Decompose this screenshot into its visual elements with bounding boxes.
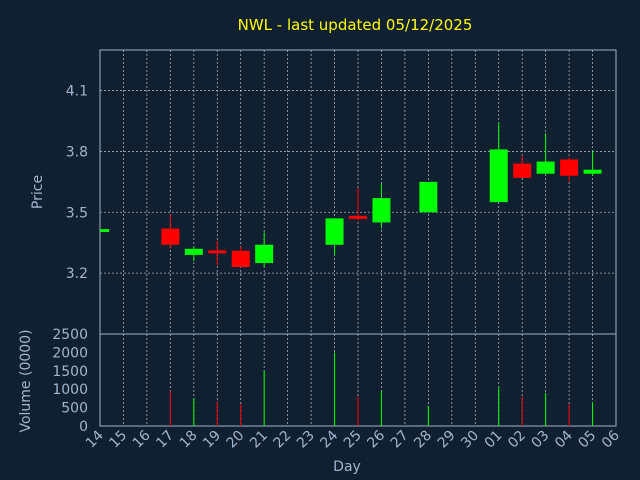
- x-tick-label: 19: [200, 428, 224, 452]
- x-tick-label: 27: [388, 428, 412, 452]
- candle-body: [513, 163, 532, 178]
- x-axis-label: Day: [333, 459, 361, 475]
- x-tick-label: 01: [482, 428, 506, 452]
- candle-body: [349, 215, 367, 219]
- candle-body: [489, 149, 508, 203]
- price-tick-label: 3.5: [66, 205, 88, 221]
- candle-body: [560, 159, 579, 176]
- candle-body: [231, 250, 250, 268]
- x-tick-label: 29: [435, 428, 459, 452]
- candle-body: [536, 161, 555, 174]
- candle-body: [161, 228, 180, 245]
- price-tick-label: 3.8: [66, 144, 88, 160]
- price-axis-label: Price: [30, 175, 46, 209]
- x-tick-label: 28: [411, 428, 435, 452]
- volume-tick-label: 1500: [52, 364, 88, 380]
- volume-axis-label: Volume (0000): [18, 329, 34, 432]
- candle-body: [255, 244, 274, 263]
- candle-body: [184, 248, 203, 255]
- candle-body: [100, 229, 109, 233]
- x-tick-label: 20: [224, 428, 248, 452]
- x-tick-label: 26: [364, 427, 388, 451]
- x-tick-label: 24: [317, 427, 341, 451]
- price-panel: 3.2 3.5 3.8 4.1: [66, 49, 617, 335]
- x-tick-label: 03: [529, 428, 553, 452]
- volume-tick-label: 0: [79, 419, 88, 435]
- candle-body: [583, 169, 602, 174]
- volume-tick-label: 500: [61, 401, 88, 417]
- candle-body: [372, 198, 391, 223]
- price-tick-label: 4.1: [66, 84, 88, 100]
- x-tick-label: 16: [130, 427, 154, 451]
- x-tick-label: 04: [552, 427, 576, 451]
- volume-tick-label: 1000: [52, 382, 88, 398]
- price-tick-label: 3.2: [66, 266, 88, 282]
- x-tick-label: 18: [177, 428, 201, 452]
- x-tick-label: 17: [153, 428, 177, 452]
- x-tick-label: 30: [458, 428, 482, 452]
- candle-body: [208, 250, 227, 254]
- x-tick-label: 02: [505, 428, 529, 452]
- x-tick-label: 25: [341, 428, 365, 452]
- volume-tick-label: 2000: [52, 345, 88, 361]
- x-tick-label: 22: [271, 428, 295, 452]
- candle-body: [419, 181, 438, 213]
- x-tick-label: 05: [575, 428, 599, 452]
- x-tick-label: 15: [106, 428, 130, 452]
- candle-body: [325, 218, 344, 245]
- volume-tick-label: 2500: [52, 327, 88, 343]
- chart-title: NWL - last updated 05/12/2025: [238, 16, 473, 34]
- x-tick-label: 21: [247, 428, 271, 452]
- x-tick-label: 06: [599, 427, 623, 451]
- x-tick-label: 23: [294, 428, 318, 452]
